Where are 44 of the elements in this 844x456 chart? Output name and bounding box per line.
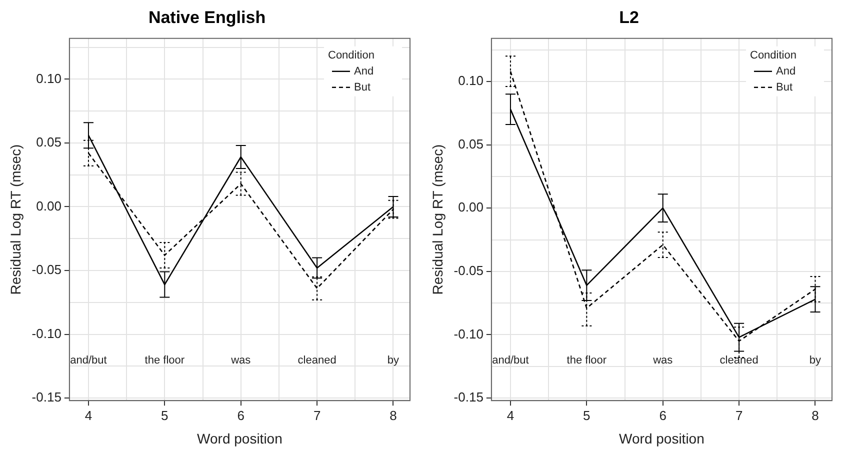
x-axis-title: Word position [197, 430, 282, 446]
y-tick-label: 0.05 [458, 136, 484, 152]
y-tick-label: 0.10 [458, 73, 484, 88]
legend-label: But [776, 81, 793, 94]
y-tick-label: 0.10 [36, 70, 62, 86]
y-axis-title: Residual Log RT (msec) [429, 144, 446, 295]
x-tick-label: 8 [390, 408, 397, 423]
x-tick-label: 5 [161, 408, 168, 423]
x-tick-label: 5 [583, 408, 590, 423]
legend-label: But [354, 81, 371, 94]
y-tick-label: -0.10 [454, 326, 484, 342]
chart-title: L2 [619, 8, 639, 27]
legend-title: Condition [750, 49, 796, 62]
y-tick-label: 0.00 [458, 200, 484, 215]
y-tick-label: 0.05 [36, 134, 62, 150]
annotation: was [652, 354, 674, 367]
chart-title: Native English [148, 8, 266, 27]
annotation: the floor [566, 354, 607, 367]
annotation: and/but [70, 354, 107, 367]
x-axis-title: Word position [619, 430, 704, 446]
legend-label: And [776, 65, 796, 78]
x-tick-label: 7 [735, 408, 743, 423]
x-tick-label: 6 [659, 408, 666, 423]
y-tick-label: -0.05 [32, 262, 62, 278]
x-tick-label: 7 [313, 408, 321, 423]
annotation: cleaned [720, 354, 758, 367]
y-tick-label: -0.15 [32, 390, 62, 405]
x-tick-label: 4 [506, 408, 514, 423]
y-tick-label: 0.00 [36, 198, 62, 214]
annotation: by [809, 354, 822, 367]
y-tick-label: -0.05 [454, 263, 484, 278]
annotation: was [230, 354, 252, 367]
legend-title: Condition [328, 49, 374, 62]
y-axis-title: Residual Log RT (msec) [7, 144, 24, 295]
annotation: the floor [144, 354, 185, 367]
y-tick-label: -0.15 [454, 390, 484, 405]
x-tick-label: 4 [84, 408, 92, 423]
legend-label: And [354, 65, 374, 78]
annotation: cleaned [298, 354, 336, 367]
y-tick-label: -0.10 [32, 326, 62, 341]
annotation: by [387, 354, 400, 367]
x-tick-label: 6 [237, 408, 244, 423]
x-tick-label: 8 [812, 408, 819, 423]
annotation: and/but [492, 354, 529, 367]
